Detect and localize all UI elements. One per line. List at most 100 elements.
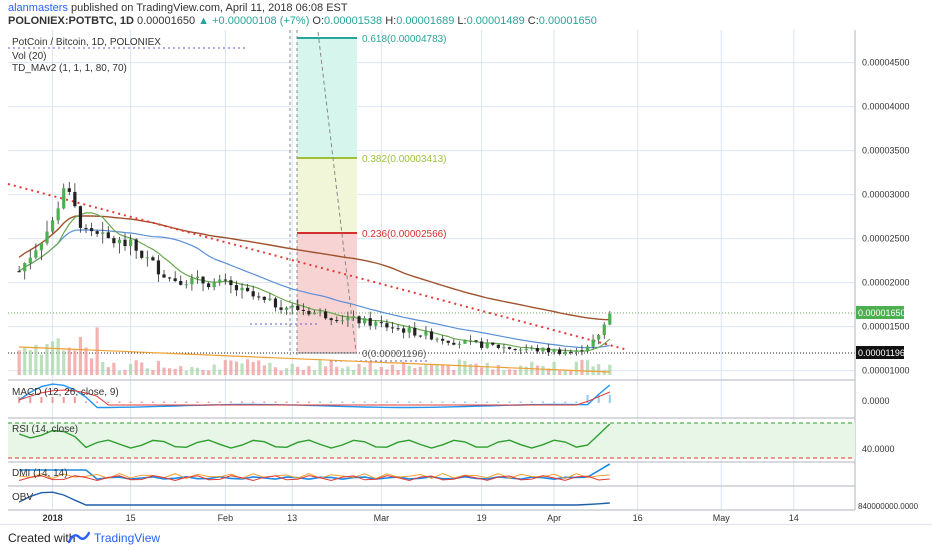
candle-body (273, 298, 278, 308)
candle-body (279, 307, 283, 310)
macd-bar (352, 401, 355, 403)
candle-body (17, 271, 21, 273)
volume-bar (78, 336, 83, 375)
dmi-plus-line (18, 475, 610, 482)
time-tick-label: Mar (374, 513, 390, 523)
macd-bar (497, 401, 500, 403)
rsi-line (18, 423, 611, 449)
candle-body (558, 349, 562, 354)
price-tick-label: 0.00004000 (862, 102, 910, 112)
volume-bar (329, 360, 333, 375)
time-tick-label: 19 (477, 513, 487, 523)
downtrend-line (7, 183, 629, 351)
macd-bar (163, 401, 166, 403)
volume-bar (340, 368, 344, 375)
macd-bar (140, 401, 143, 403)
candle-body (502, 347, 506, 349)
macd-bar (229, 401, 232, 403)
fib-label-618: 0.618(0.00004783) (362, 34, 447, 45)
macd-bar (174, 401, 177, 403)
macd-bar (207, 401, 210, 403)
volume-bar (73, 350, 77, 375)
price-axis: 0.00004500 0.00004000 0.00003500 0.00003000… (862, 58, 910, 376)
macd-bar (185, 401, 188, 403)
obv-tick: 840000000.0000 (858, 502, 919, 511)
price-tick-label: 0.00003000 (862, 190, 910, 200)
low-label: L: (457, 15, 467, 27)
price-tick-label: 0.00004500 (862, 58, 910, 68)
macd-bar (575, 401, 578, 403)
volume-bar (558, 370, 562, 375)
volume-bar (262, 365, 266, 375)
publish-line: alanmasters published on TradingView.com… (8, 2, 348, 14)
volume-bar (335, 366, 339, 375)
time-tick-label: 2018 (43, 513, 63, 523)
time-tick-label: 15 (126, 513, 136, 523)
tradingview-brand-link[interactable]: TradingView (94, 531, 161, 545)
volume-bar (357, 363, 361, 375)
candle-body (424, 331, 428, 336)
macd-bar (118, 401, 121, 403)
price-tick-label: 0.00003500 (862, 146, 910, 156)
macd-bar (241, 401, 244, 403)
fib-zero-tag-text: 0.00001196 (858, 348, 905, 358)
candle-body (602, 324, 606, 336)
macd-bar (508, 401, 511, 403)
candle-body (251, 291, 255, 297)
chart-canvas[interactable]: 0.618(0.00004783) 0.382(0.00003413) 0.23… (0, 30, 932, 524)
macd-bar (419, 401, 422, 403)
candle-body (229, 280, 233, 286)
volume-bar (195, 367, 200, 375)
close-label: C: (527, 15, 539, 27)
candle-body (357, 316, 361, 324)
candle-body (546, 347, 551, 353)
macd-bar (475, 401, 478, 403)
volume-bar (56, 338, 60, 375)
macd-bar (296, 401, 299, 403)
obv-label: OBV (12, 492, 33, 503)
volume-bar (101, 362, 105, 375)
volume-bar (145, 368, 149, 375)
candle-body (340, 320, 344, 322)
candle-body (335, 320, 339, 322)
candle-body (480, 341, 484, 348)
volume-bar (385, 369, 389, 375)
candle-body (207, 283, 211, 288)
macd-bar (73, 397, 76, 403)
volume-bar (574, 361, 578, 375)
macd-bar (107, 401, 110, 403)
volume-bar (390, 364, 395, 375)
author-link[interactable]: alanmasters (8, 2, 68, 14)
volume-bar (140, 362, 144, 375)
candle-body (28, 257, 32, 264)
macd-tick: 0.0000 (862, 396, 890, 406)
candle-body (374, 322, 378, 326)
candle-body (463, 340, 467, 344)
volume-bar (234, 361, 239, 375)
volume-bar (435, 364, 439, 375)
macd-bar (307, 401, 310, 403)
price-tick-label: 0.00002500 (862, 234, 910, 244)
volume-bar (184, 370, 188, 375)
volume-bar (602, 369, 606, 375)
price-tick-label: 0.00001000 (862, 366, 910, 376)
macd-bar (374, 401, 377, 403)
candle-body (608, 313, 612, 325)
fib-label-382: 0.382(0.00003413) (362, 154, 447, 165)
open-value: 0.00001538 (324, 15, 383, 27)
publish-text: published on TradingView.com, April 11, … (67, 2, 348, 14)
candle-body (597, 335, 601, 340)
candle-body (580, 350, 584, 352)
volume-bar (446, 365, 450, 375)
candle-body (34, 250, 38, 258)
candle-body (195, 276, 200, 278)
candle-body (184, 284, 188, 286)
dmi-label: DMI (14, 14) (12, 468, 68, 479)
legend-title: PotCoin / Bitcoin, 1D, POLONIEX (12, 37, 161, 48)
volume-bar (457, 359, 461, 375)
volume-bar (273, 367, 278, 375)
volume-bar (468, 364, 473, 375)
candle-body (78, 206, 83, 228)
volume-bar (190, 366, 194, 375)
candle-body (62, 188, 66, 209)
